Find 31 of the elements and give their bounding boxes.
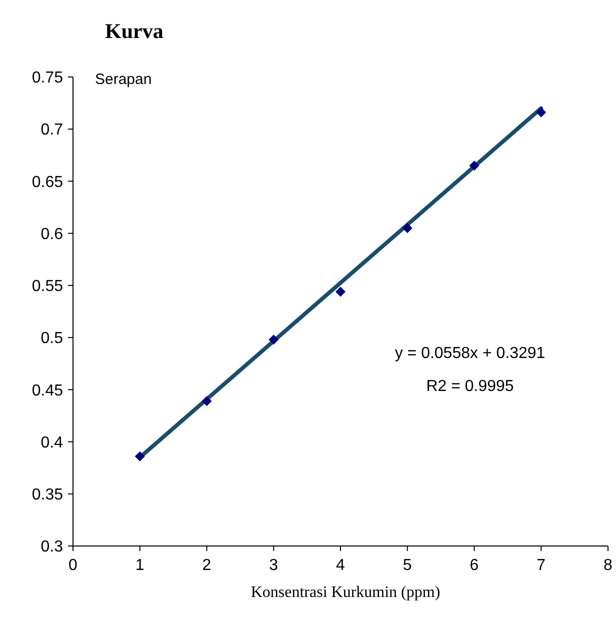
point <box>336 286 346 297</box>
y-axis-title: Serapan <box>95 71 152 88</box>
point <box>536 107 546 118</box>
x-tick-label: 4 <box>336 557 346 574</box>
x-tick-label: 8 <box>604 557 613 574</box>
annotation: R2 = 0.9995 <box>426 378 514 395</box>
x-tick-label: 5 <box>402 557 412 574</box>
x-tick-label: 1 <box>135 557 144 574</box>
x-tick-label: 6 <box>470 557 479 574</box>
x-tick-label: 7 <box>536 557 546 574</box>
y-tick-label: 0.35 <box>32 486 64 504</box>
y-tick-label: 0.4 <box>40 434 64 452</box>
y-tick-label: 0.45 <box>32 382 64 400</box>
y-tick-label: 0.7 <box>40 122 64 139</box>
point <box>202 396 212 406</box>
chart-title: Kurva <box>105 19 164 43</box>
y-tick-label: 0.6 <box>40 226 64 243</box>
x-tick-label: 3 <box>269 557 278 574</box>
annotation: y = 0.0558x + 0.3291 <box>394 345 546 362</box>
point <box>469 160 480 171</box>
y-tick-label: 0.5 <box>40 330 64 348</box>
x-axis-title: Konsentrasi Kurkumin (ppm) <box>250 584 440 601</box>
y-tick-label: 0.55 <box>32 278 64 296</box>
y-tick-label: 0.65 <box>32 174 64 191</box>
x-tick-label: 2 <box>202 557 212 574</box>
x-tick-label: 0 <box>68 557 78 574</box>
point <box>402 223 412 234</box>
point <box>268 334 279 345</box>
y-tick-label: 0.3 <box>40 538 64 556</box>
y-tick-label: 0.75 <box>32 70 64 87</box>
point <box>134 451 145 462</box>
